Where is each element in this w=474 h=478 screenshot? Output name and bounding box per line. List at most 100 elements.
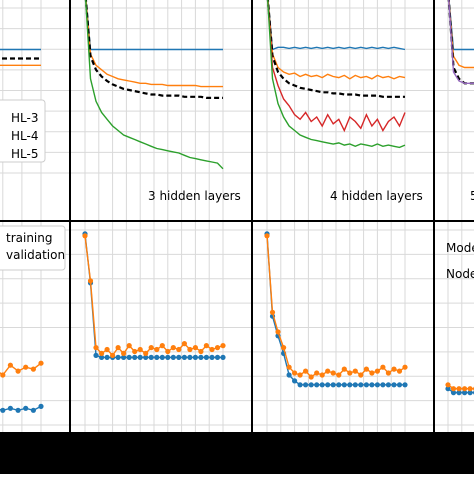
data-point (15, 407, 21, 413)
data-point (292, 378, 298, 384)
data-point (402, 364, 408, 370)
panel-1: 3 hidden layers (71, 0, 251, 220)
panel-0: HL-3 HL-4 HL-5 (0, 0, 69, 220)
data-point (148, 354, 154, 360)
data-point (104, 346, 110, 353)
panel-5 (71, 222, 251, 432)
legend: HL-3 HL-4 HL-5 (0, 99, 46, 163)
data-point (15, 368, 21, 374)
data-point (220, 343, 226, 349)
data-point (308, 374, 314, 380)
data-point (286, 364, 292, 370)
panel-area (71, 0, 251, 220)
data-point (347, 370, 353, 376)
data-point (286, 372, 292, 378)
data-point (352, 382, 358, 388)
data-point (450, 386, 457, 392)
data-point (358, 382, 364, 388)
data-point (38, 360, 44, 366)
data-point (115, 354, 121, 360)
data-point (325, 368, 331, 374)
data-point (374, 368, 380, 374)
data-point (303, 382, 309, 388)
panel-area (435, 222, 474, 432)
data-point (82, 233, 88, 239)
data-point (297, 382, 303, 388)
data-point (462, 390, 468, 396)
data-point (319, 372, 325, 378)
series-line-2 (84, 0, 223, 99)
panel-7: Mode Nodes (435, 222, 474, 432)
data-point (23, 405, 29, 411)
data-point (132, 354, 138, 360)
bottom-band (0, 432, 474, 474)
data-point (391, 366, 397, 372)
panel-2: 4 hidden layers (253, 0, 433, 220)
data-point (330, 382, 336, 388)
data-point (297, 372, 303, 378)
data-point (165, 354, 171, 360)
data-point (181, 341, 187, 347)
legend-entry: HL-5 (11, 147, 38, 161)
series-line-3 (448, 0, 474, 84)
data-point (209, 346, 215, 353)
data-point (99, 350, 105, 356)
data-point (402, 382, 408, 388)
data-point (126, 354, 132, 360)
data-point (391, 382, 397, 388)
data-point (104, 354, 110, 360)
data-point (198, 354, 204, 360)
data-point (325, 382, 331, 388)
panel-6 (253, 222, 433, 432)
data-point (264, 233, 270, 239)
data-point (396, 368, 403, 374)
panel-area (71, 222, 251, 432)
data-point (281, 345, 287, 351)
data-point (363, 382, 369, 388)
data-point (445, 382, 451, 388)
data-point (148, 345, 154, 351)
legend-entry: HL-3 (11, 111, 38, 125)
legend: training validation (0, 225, 66, 271)
data-point (154, 346, 160, 353)
data-point (7, 362, 13, 368)
data-point (93, 345, 99, 351)
data-point (7, 405, 13, 411)
data-point (203, 354, 209, 360)
annotation-text: Nodes (446, 267, 474, 281)
series-line-0 (267, 0, 406, 51)
data-point (396, 382, 403, 388)
series-line-0 (85, 0, 223, 51)
data-point (330, 370, 336, 376)
data-point (30, 407, 36, 413)
data-point (341, 366, 347, 372)
data-point (450, 390, 457, 396)
data-point (87, 278, 94, 284)
data-point (170, 345, 176, 351)
data-point (369, 382, 375, 388)
data-point (380, 382, 386, 388)
data-point (275, 329, 281, 335)
data-point (269, 309, 276, 315)
series-line-3 (84, 0, 224, 170)
data-point (292, 370, 298, 376)
data-point (336, 372, 342, 378)
data-point (23, 364, 29, 370)
data-point (93, 352, 99, 358)
panel-area (0, 222, 69, 432)
panel-title: 5 (470, 189, 474, 203)
panel-3: 5 (435, 0, 474, 220)
data-point (347, 382, 353, 388)
data-point (121, 354, 127, 360)
data-point (314, 382, 320, 388)
panel-title: 3 hidden layers (148, 189, 241, 203)
data-point (220, 354, 226, 360)
data-point (363, 366, 369, 372)
data-point (143, 350, 149, 356)
data-point (341, 382, 347, 388)
legend-box (0, 225, 66, 271)
data-point (176, 346, 182, 353)
